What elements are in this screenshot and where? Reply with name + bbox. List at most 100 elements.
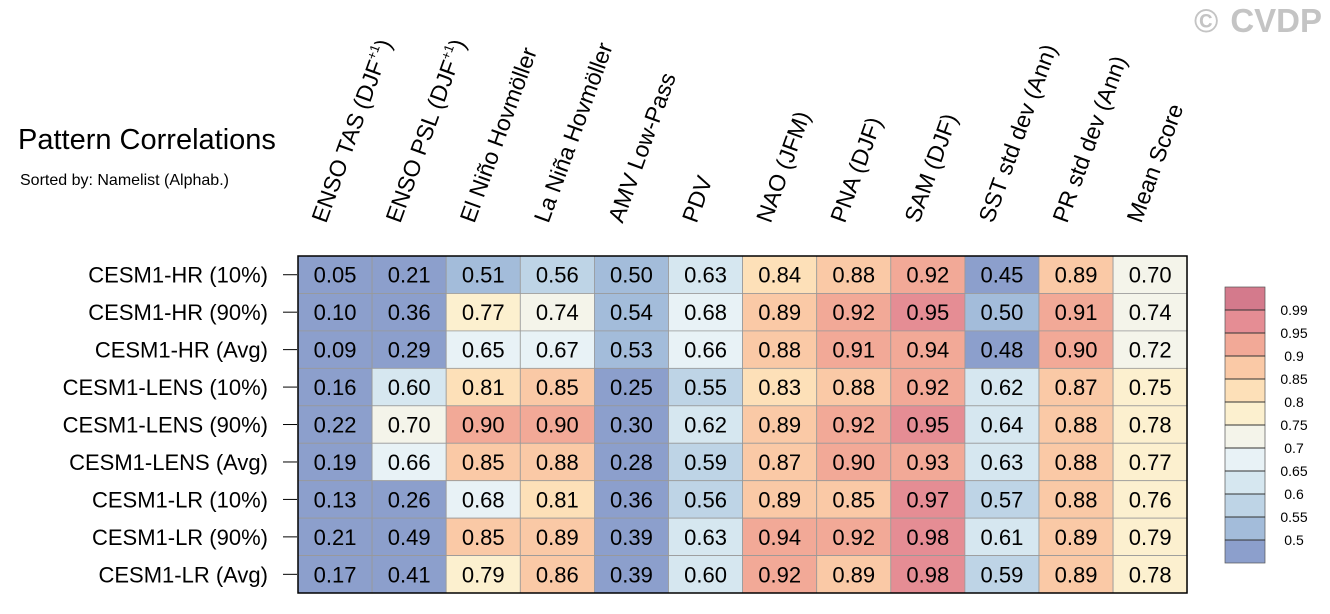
- row-label: CESM1-LENS (Avg): [69, 450, 268, 475]
- cell-value-label: 0.75: [1129, 375, 1172, 400]
- heatmap-cell: [445, 555, 521, 594]
- heatmap-cell: [964, 330, 1040, 369]
- cell-value-label: 0.85: [462, 525, 505, 550]
- column-label: SST std dev (Ann): [973, 41, 1062, 226]
- cell-value-label: 0.26: [388, 487, 431, 512]
- colorbar-swatch: [1224, 309, 1266, 334]
- heatmap-cell: [594, 480, 669, 519]
- cell-value-label: 0.63: [684, 525, 727, 550]
- heatmap-cell: [890, 293, 966, 332]
- heatmap-cell: [668, 330, 743, 369]
- cell-value-label: 0.91: [1055, 300, 1098, 325]
- colorbar-tick-label: 0.95: [1280, 325, 1307, 341]
- cell-value-label: 0.21: [388, 263, 431, 288]
- heatmap-cell: [816, 555, 892, 594]
- cell-value-label: 0.89: [536, 525, 579, 550]
- heatmap-cell: [445, 480, 521, 519]
- cell-value-label: 0.13: [314, 487, 357, 512]
- cell-value-label: 0.54: [610, 300, 653, 325]
- cell-value-label: 0.49: [388, 525, 431, 550]
- cell-value-label: 0.92: [832, 300, 875, 325]
- column-labels: ENSO TAS (DJF+1)ENSO PSL (DJF+1)El Niño …: [306, 35, 1188, 226]
- cell-value-label: 0.70: [1129, 263, 1172, 288]
- heatmap-cell: [445, 367, 521, 407]
- cell-value-label: 0.16: [314, 375, 357, 400]
- heatmap-cell: [519, 517, 595, 557]
- column-label-text: La Niña Hovmöller: [529, 39, 618, 226]
- colorbar-swatch: [1224, 424, 1266, 449]
- cell-value-label: 0.89: [758, 413, 801, 438]
- row-label: CESM1-HR (Avg): [95, 338, 268, 363]
- cell-value-label: 0.95: [906, 300, 949, 325]
- cell-value-label: 0.10: [314, 300, 357, 325]
- heatmap-cell: [668, 405, 743, 444]
- cell-value-label: 0.89: [758, 300, 801, 325]
- watermark: © CVDP: [1194, 2, 1322, 40]
- heatmap-cell: [1038, 367, 1114, 407]
- column-label-text: SST std dev (Ann): [973, 41, 1062, 226]
- row-label: CESM1-LENS (10%): [63, 375, 268, 400]
- heatmap-cell: [964, 555, 1040, 594]
- cell-value-label: 0.66: [684, 338, 727, 363]
- colorbar-tick-label: 0.75: [1280, 417, 1307, 433]
- cell-value-label: 0.39: [610, 562, 653, 587]
- heatmap-cell: [297, 255, 373, 294]
- column-label-text: ENSO PSL (DJF: [380, 57, 463, 226]
- cell-value-label: 0.17: [314, 562, 357, 587]
- heatmap-cell: [519, 405, 595, 444]
- column-label-superscript: +1: [438, 42, 457, 61]
- cell-value-label: 0.79: [462, 562, 505, 587]
- cell-value-label: 0.78: [1129, 413, 1172, 438]
- cell-value-label: 0.74: [536, 300, 579, 325]
- colorbar-tick-label: 0.5: [1284, 532, 1304, 548]
- cell-value-label: 0.74: [1129, 300, 1172, 325]
- cell-value-label: 0.50: [981, 300, 1024, 325]
- cell-value-label: 0.92: [906, 263, 949, 288]
- cell-value-label: 0.77: [462, 300, 505, 325]
- cell-value-label: 0.68: [462, 487, 505, 512]
- heatmap-cell: [742, 293, 818, 332]
- cell-value-label: 0.05: [314, 263, 357, 288]
- heatmap-cell: [445, 255, 521, 294]
- cell-value-label: 0.48: [981, 338, 1024, 363]
- cell-value-label: 0.85: [832, 487, 875, 512]
- cell-value-label: 0.19: [314, 450, 357, 475]
- cell-value-label: 0.88: [758, 338, 801, 363]
- heatmap-cell: [445, 442, 521, 482]
- cell-value-label: 0.89: [758, 487, 801, 512]
- cell-value-label: 0.98: [906, 562, 949, 587]
- heatmap-cell: [1038, 255, 1114, 294]
- column-label-text: El Niño Hovmöller: [455, 44, 542, 226]
- cell-value-label: 0.86: [536, 562, 579, 587]
- cell-value-label: 0.91: [832, 338, 875, 363]
- heatmap-cell: [519, 255, 595, 294]
- heatmap-cell: [742, 442, 818, 482]
- copyright-icon: ©: [1193, 2, 1219, 39]
- cell-value-label: 0.25: [610, 375, 653, 400]
- heatmap-cell: [445, 293, 521, 332]
- colorbar-swatch: [1224, 470, 1266, 495]
- row-label: CESM1-LR (Avg): [98, 562, 268, 587]
- column-label: NAO (JFM): [751, 108, 815, 226]
- colorbar-tick-label: 0.85: [1280, 371, 1307, 387]
- column-label: ENSO PSL (DJF+1): [379, 35, 470, 226]
- colorbar-swatch: [1224, 516, 1266, 541]
- column-label-text: Mean Score: [1121, 100, 1188, 225]
- heatmap-cell: [519, 367, 595, 407]
- heatmap-cell: [445, 405, 521, 444]
- heatmap-cell: [964, 480, 1040, 519]
- heatmap-cell: [297, 367, 373, 407]
- watermark-text: CVDP: [1230, 2, 1322, 39]
- cell-value-label: 0.78: [1129, 562, 1172, 587]
- colorbar-swatch: [1224, 355, 1266, 380]
- cell-value-label: 0.87: [1055, 375, 1098, 400]
- heatmap-cell: [742, 480, 818, 519]
- cell-value-label: 0.88: [1055, 450, 1098, 475]
- column-label-text: PDV: [677, 172, 718, 226]
- cell-value-label: 0.67: [536, 338, 579, 363]
- cell-value-label: 0.50: [610, 263, 653, 288]
- heatmap-cell: [890, 367, 966, 407]
- heatmap-cell: [371, 255, 447, 294]
- cell-value-label: 0.65: [462, 338, 505, 363]
